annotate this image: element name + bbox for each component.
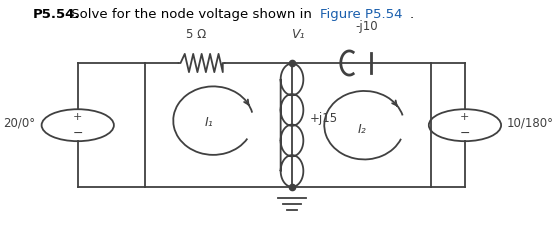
Text: Figure P5.54: Figure P5.54 — [320, 8, 403, 21]
Text: V₁: V₁ — [291, 28, 305, 41]
Text: +j15: +j15 — [310, 112, 338, 125]
Text: -j10: -j10 — [356, 20, 378, 33]
Text: +: + — [73, 112, 82, 122]
Text: I₂: I₂ — [357, 123, 366, 136]
Text: 20/0°: 20/0° — [3, 116, 35, 129]
Text: −: − — [460, 127, 470, 140]
Text: I₁: I₁ — [205, 116, 213, 129]
Text: 5 Ω: 5 Ω — [186, 28, 207, 41]
Text: 10/180°: 10/180° — [506, 116, 553, 129]
Text: .: . — [410, 8, 414, 21]
Text: +: + — [460, 112, 470, 122]
Text: Solve for the node voltage shown in: Solve for the node voltage shown in — [67, 8, 316, 21]
Text: −: − — [72, 127, 83, 140]
Text: P5.54.: P5.54. — [33, 8, 80, 21]
